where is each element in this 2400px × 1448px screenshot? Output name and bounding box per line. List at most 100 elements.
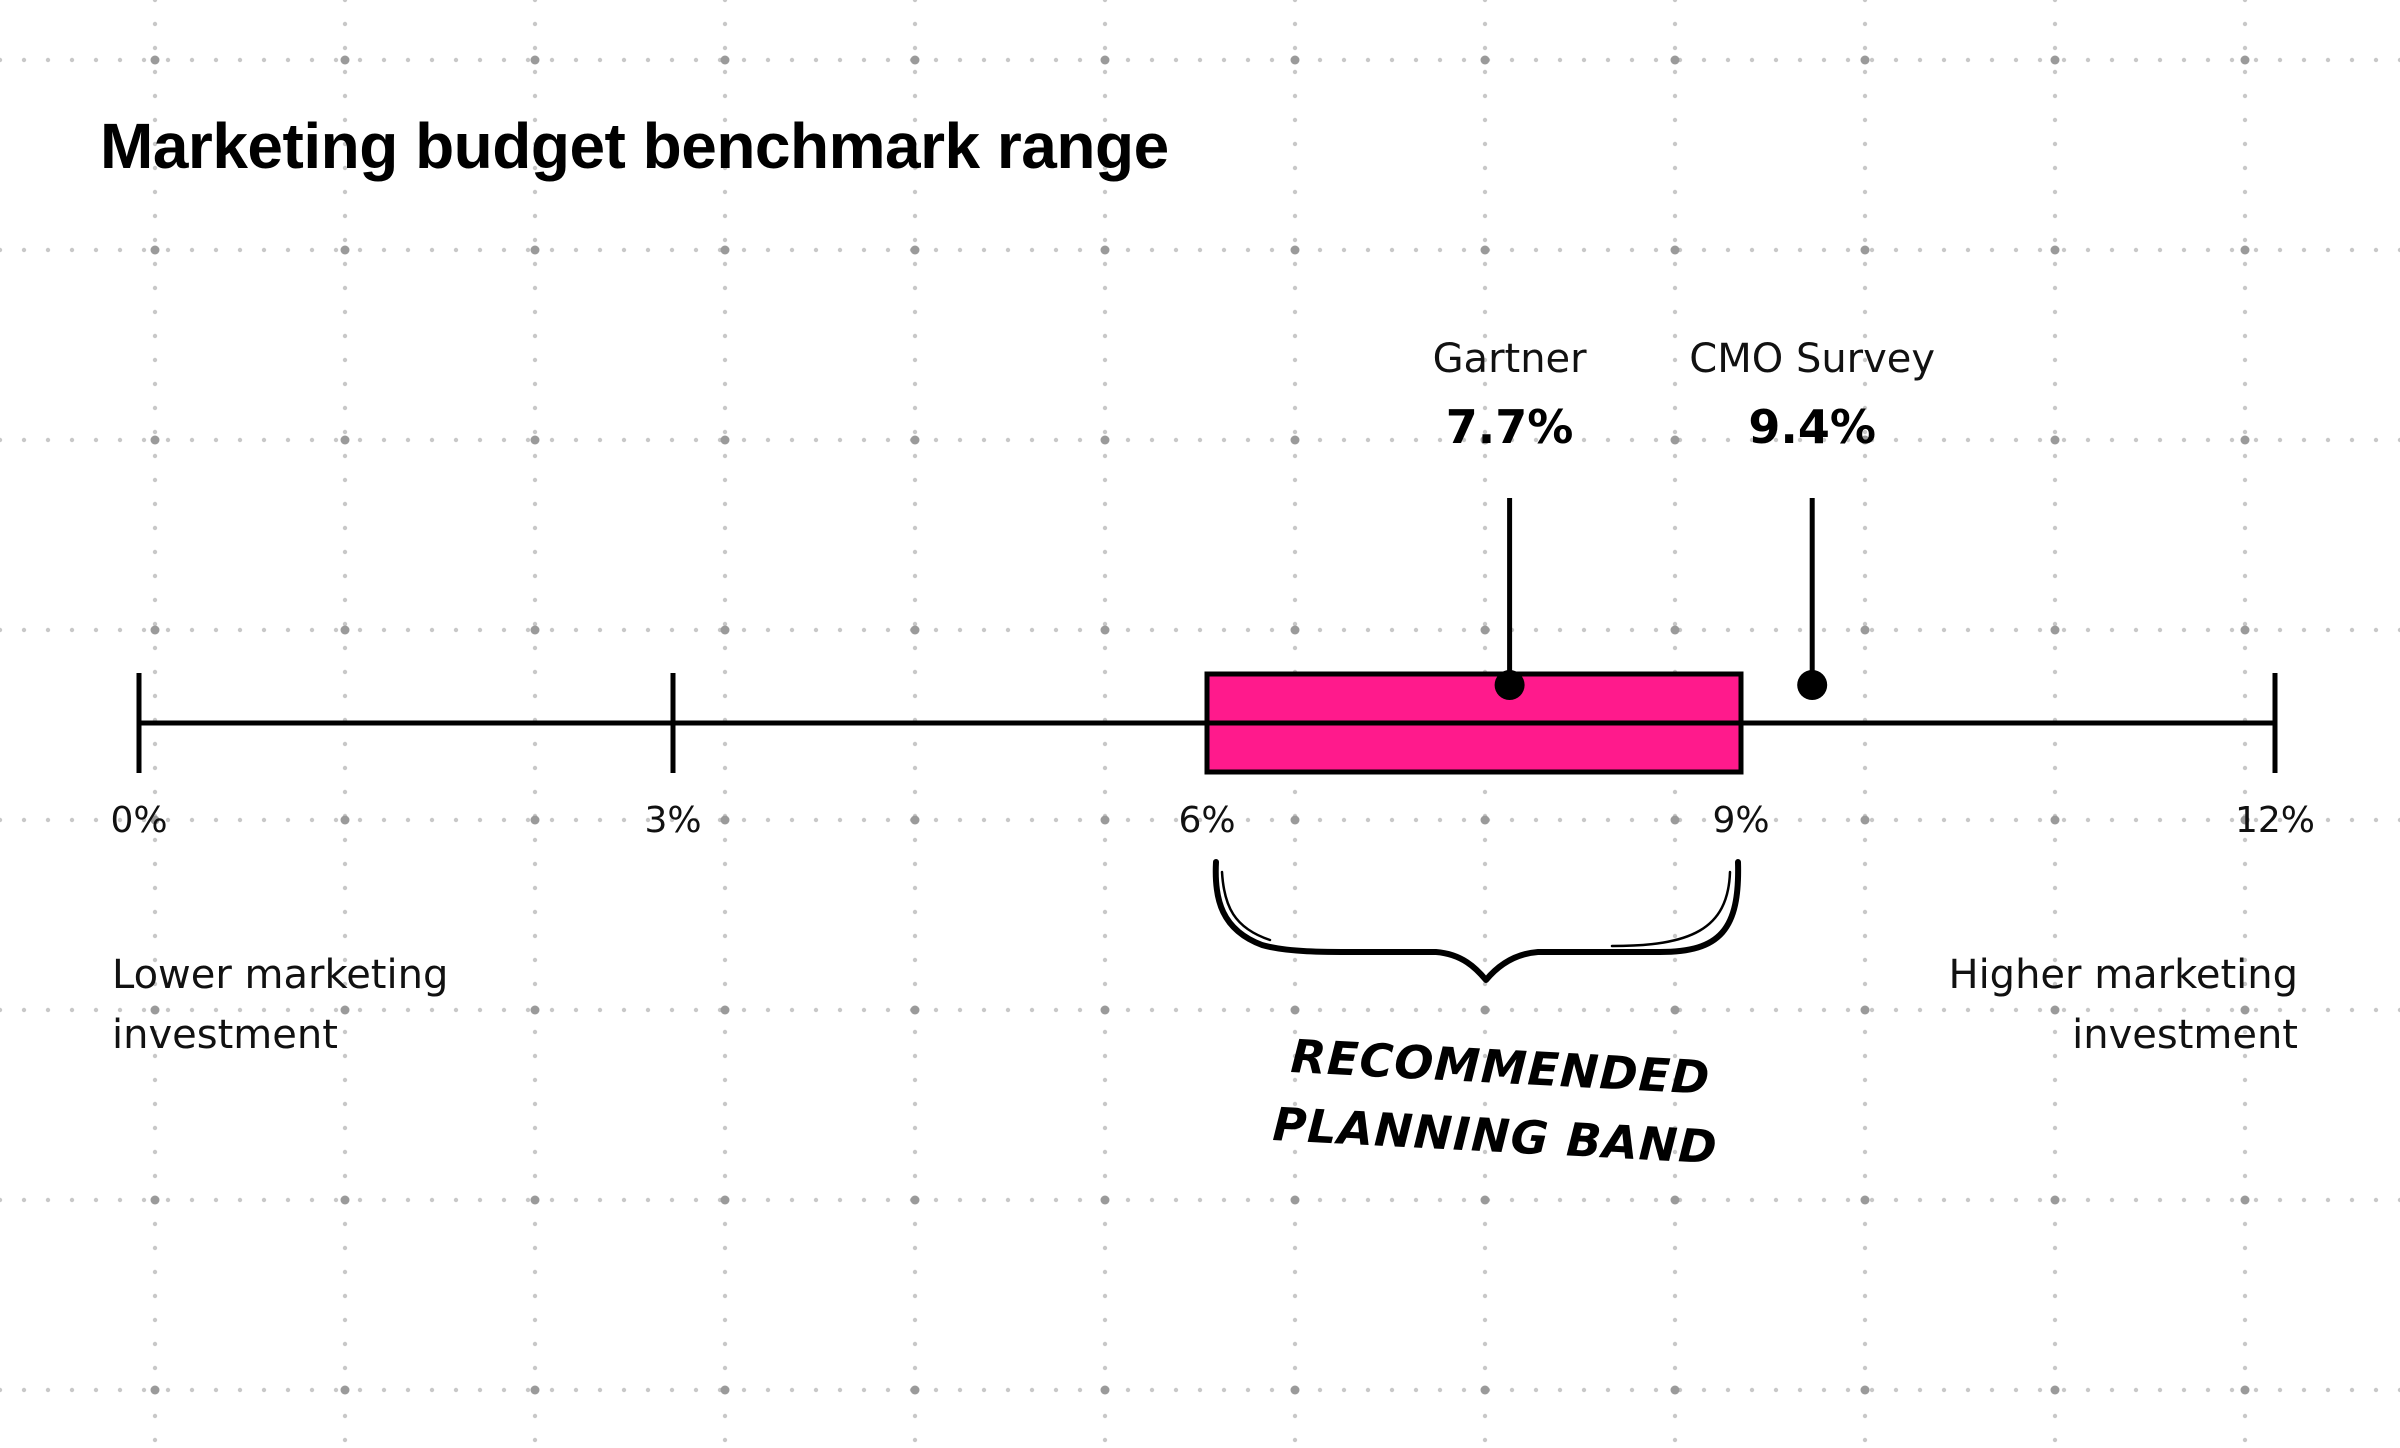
- grid-row-dot: [2373, 247, 2379, 253]
- grid-row-dot: [309, 247, 315, 253]
- grid-col-dot: [1102, 933, 1108, 939]
- grid-col-dot: [2052, 429, 2058, 435]
- grid-row-dot: [93, 1007, 99, 1013]
- grid-row-dot: [813, 1197, 819, 1203]
- grid-col-dot: [342, 1293, 348, 1299]
- grid-row-dot: [357, 247, 363, 253]
- grid-col-dot: [342, 357, 348, 363]
- grid-col-dot: [2242, 1293, 2248, 1299]
- grid-col-dot: [342, 453, 348, 459]
- grid-col-dot: [722, 597, 728, 603]
- grid-row-dot: [2157, 627, 2163, 633]
- grid-node-dot: [1100, 55, 1110, 65]
- grid-col-dot: [1672, 1437, 1678, 1443]
- grid-col-dot: [342, 837, 348, 843]
- grid-col-dot: [2052, 0, 2058, 3]
- grid-col-dot: [2242, 21, 2248, 27]
- grid-row-dot: [1269, 437, 1275, 443]
- grid-row-dot: [285, 817, 291, 823]
- grid-row-dot: [2133, 817, 2139, 823]
- grid-row-dot: [957, 1197, 963, 1203]
- grid-node-dot: [2240, 435, 2250, 445]
- grid-col-dot: [1482, 1245, 1488, 1251]
- grid-row-dot: [1845, 1387, 1851, 1393]
- grid-row-dot: [237, 817, 243, 823]
- grid-row-dot: [1629, 1007, 1635, 1013]
- grid-col-dot: [912, 525, 918, 531]
- grid-node-dot: [1670, 1005, 1680, 1015]
- grid-col-dot: [1102, 45, 1108, 51]
- grid-row-dot: [2397, 627, 2400, 633]
- grid-col-dot: [342, 141, 348, 147]
- grid-col-dot: [152, 405, 158, 411]
- grid-row-dot: [597, 817, 603, 823]
- annotation-line-1: RECOMMENDED: [1289, 1029, 1711, 1105]
- grid-node-dot: [1290, 435, 1300, 445]
- grid-row-dot: [573, 1197, 579, 1203]
- grid-row-dot: [2397, 1007, 2400, 1013]
- grid-row-dot: [885, 437, 891, 443]
- grid-row-dot: [1221, 437, 1227, 443]
- grid-row-dot: [405, 247, 411, 253]
- grid-row-dot: [165, 437, 171, 443]
- grid-col-dot: [1102, 789, 1108, 795]
- grid-col-dot: [152, 357, 158, 363]
- grid-row-dot: [2037, 437, 2043, 443]
- grid-col-dot: [1292, 1029, 1298, 1035]
- grid-col-dot: [532, 285, 538, 291]
- grid-node-dot: [2050, 1005, 2060, 1015]
- grid-row-dot: [1725, 1387, 1731, 1393]
- grid-row-dot: [933, 57, 939, 63]
- grid-col-dot: [2242, 1365, 2248, 1371]
- grid-row-dot: [2325, 627, 2331, 633]
- grid-col-dot: [1292, 237, 1298, 243]
- grid-node-dot: [340, 625, 350, 635]
- grid-node-dot: [530, 1005, 540, 1015]
- grid-row-dot: [957, 247, 963, 253]
- grid-col-dot: [1102, 837, 1108, 843]
- grid-row-dot: [1461, 1197, 1467, 1203]
- grid-col-dot: [532, 645, 538, 651]
- grid-row-dot: [1317, 1197, 1323, 1203]
- grid-col-dot: [1102, 621, 1108, 627]
- grid-col-dot: [2052, 381, 2058, 387]
- grid-col-dot: [2242, 141, 2248, 147]
- grid-row-dot: [1557, 1197, 1563, 1203]
- grid-col-dot: [342, 1173, 348, 1179]
- grid-col-dot: [2242, 405, 2248, 411]
- grid-row-dot: [501, 1007, 507, 1013]
- grid-row-dot: [69, 57, 75, 63]
- grid-row-dot: [1965, 57, 1971, 63]
- grid-row-dot: [885, 1197, 891, 1203]
- grid-row-dot: [1173, 247, 1179, 253]
- grid-col-dot: [342, 261, 348, 267]
- grid-col-dot: [722, 1077, 728, 1083]
- grid-row-dot: [285, 1387, 291, 1393]
- grid-col-dot: [912, 549, 918, 555]
- grid-row-dot: [1125, 1387, 1131, 1393]
- grid-col-dot: [1292, 0, 1298, 3]
- grid-col-dot: [1862, 141, 1868, 147]
- grid-row-dot: [213, 1197, 219, 1203]
- grid-col-dot: [152, 621, 158, 627]
- grid-row-dot: [213, 627, 219, 633]
- grid-col-dot: [1482, 69, 1488, 75]
- grid-row-dot: [2013, 57, 2019, 63]
- grid-row-dot: [765, 817, 771, 823]
- grid-col-dot: [532, 549, 538, 555]
- grid-row-dot: [1317, 57, 1323, 63]
- grid-row-dot: [1533, 817, 1539, 823]
- grid-row-dot: [213, 57, 219, 63]
- grid-node-dot: [530, 625, 540, 635]
- grid-col-dot: [1482, 477, 1488, 483]
- grid-col-dot: [1482, 933, 1488, 939]
- grid-col-dot: [1672, 93, 1678, 99]
- grid-row-dot: [141, 627, 147, 633]
- grid-row-dot: [261, 1387, 267, 1393]
- grid-row-dot: [765, 1197, 771, 1203]
- grid-col-dot: [1292, 261, 1298, 267]
- grid-row-dot: [621, 627, 627, 633]
- grid-row-dot: [93, 1387, 99, 1393]
- grid-row-dot: [429, 247, 435, 253]
- grid-col-dot: [2052, 909, 2058, 915]
